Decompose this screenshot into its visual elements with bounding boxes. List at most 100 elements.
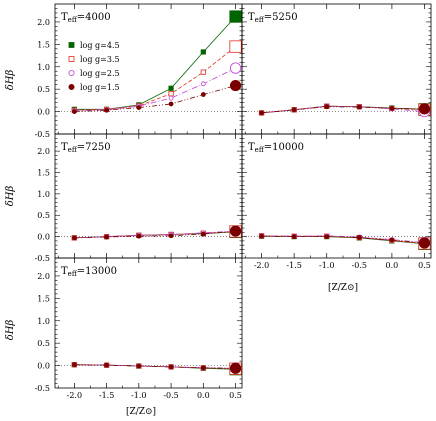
data-point-logg15 [418, 237, 431, 249]
data-point-logg15 [229, 362, 242, 374]
series-logg15 [71, 362, 242, 374]
data-point-logg15 [200, 365, 206, 371]
data-point-logg15 [229, 225, 242, 237]
y-tick-label: 0.5 [37, 339, 50, 348]
x-tick-label: -0.5 [352, 261, 367, 270]
panel-frame [54, 257, 243, 389]
y-tick-label: 1.5 [37, 168, 50, 177]
y-axis-label-row1: δHβ [5, 70, 16, 91]
data-point-logg15 [259, 233, 264, 239]
data-point-logg15 [291, 107, 297, 113]
series-line-logg15 [74, 230, 236, 239]
y-tick-label: 2.0 [37, 272, 50, 281]
data-point-logg25 [229, 62, 242, 74]
x-tick-label: -1.0 [131, 391, 146, 400]
x-axis-label-left: [Z/Z⊙] [126, 407, 156, 417]
series-logg35 [71, 362, 242, 375]
data-point-logg15 [356, 235, 362, 240]
data-point-logg15 [71, 235, 77, 241]
data-point-logg15 [389, 106, 395, 111]
panel-teff-10000: -2.0 -1.5 -1.0 -0.5 0.0 0.5 Teff=10000 [241, 133, 432, 270]
x-tick-label: 0.0 [197, 391, 210, 400]
x-tick-label: 0.0 [386, 261, 399, 270]
y-tick-label: 1.0 [37, 63, 50, 72]
legend-marker-logg15 [68, 84, 75, 91]
panel-frame [241, 3, 432, 135]
y-tick-label: -0.5 [35, 384, 50, 393]
legend-marker-logg35 [68, 56, 75, 62]
data-point-logg35 [229, 40, 242, 53]
panel-title: Teff=5250 [248, 12, 298, 24]
series-logg25 [259, 233, 431, 249]
x-tick-label: -1.5 [99, 391, 114, 400]
series-logg15 [71, 225, 242, 241]
data-point-logg15 [104, 107, 109, 113]
series-line-logg35 [74, 46, 236, 111]
x-tick-label: -2.0 [254, 261, 269, 270]
y-tick-label: 1.5 [37, 40, 50, 49]
legend-label-logg25: log g=2.5 [80, 69, 120, 78]
series-line-logg25 [74, 67, 236, 112]
panel-teff-7250: -0.5 0.0 0.5 1.0 1.5 2.0 Teff=7250 [35, 133, 243, 263]
y-tick-label: 0.5 [37, 85, 50, 94]
data-point-logg45 [200, 49, 206, 55]
data-point-logg25 [200, 81, 206, 87]
y-tick-label: 0.0 [37, 108, 50, 117]
data-point-logg15 [71, 109, 77, 114]
panel-title: Teff=4000 [61, 12, 111, 24]
data-point-logg15 [200, 231, 206, 237]
x-tick-label: 0.5 [418, 261, 431, 270]
data-point-logg15 [168, 364, 174, 370]
panel-title: Teff=13000 [61, 266, 117, 278]
legend-label-logg35: log g=3.5 [80, 55, 120, 64]
data-point-logg15 [418, 103, 431, 115]
y-tick-label: 0.0 [37, 233, 50, 242]
y-tick-label: 1.0 [37, 190, 50, 199]
data-point-logg15 [324, 104, 330, 110]
series-logg15 [259, 103, 431, 116]
y-tick-label: 1.0 [37, 317, 50, 326]
y-tick-label: -0.5 [35, 254, 50, 263]
legend-label-logg15: log g=1.5 [80, 83, 120, 92]
y-tick-label: 0.0 [37, 362, 50, 371]
data-point-logg15 [168, 101, 174, 107]
data-point-logg15 [291, 234, 297, 240]
panel-teff-5250: Teff=5250 [241, 3, 432, 135]
series-logg45 [71, 225, 242, 241]
data-point-logg15 [324, 234, 330, 240]
series-line-logg15 [74, 85, 236, 112]
panel-teff-4000: -0.5 0.0 0.5 1.0 1.5 2.0 Teff=4000 [35, 3, 243, 139]
data-point-logg15 [168, 233, 174, 239]
series-line-logg15 [261, 235, 425, 244]
y-axis-label-row2: δHβ [5, 186, 16, 207]
data-point-logg25 [168, 95, 174, 101]
x-tick-label: -2.0 [67, 391, 82, 400]
panel-teff-13000: -0.5 0.0 0.5 1.0 1.5 2.0 -2.0 -1.5 -1.0 -0.5 0.0 0.… [35, 257, 243, 400]
data-point-logg15 [229, 79, 242, 92]
panel-title: Teff=7250 [61, 142, 111, 154]
y-tick-label: 0.5 [37, 211, 50, 220]
series-logg45 [71, 362, 242, 376]
series-logg35 [71, 225, 242, 241]
x-axis-label-right: [Z/Z⊙] [328, 283, 358, 293]
data-point-logg35 [168, 91, 174, 97]
panels: -0.5 0.0 0.5 1.0 1.5 2.0 Teff=4000 Teff=5250 -0.… [35, 3, 432, 400]
series-logg15 [71, 79, 242, 114]
legend: log g=4.5 log g=3.5 log g=2.5 log g=1.5 [80, 41, 120, 92]
data-point-logg15 [104, 234, 109, 240]
series-line-logg15 [74, 364, 236, 369]
x-tick-label: -1.5 [286, 261, 301, 270]
data-point-logg35 [200, 69, 206, 75]
data-point-logg15 [356, 104, 362, 110]
y-tick-label: 2.0 [37, 18, 50, 27]
data-point-logg45 [168, 85, 174, 91]
legend-label-logg45: log g=4.5 [80, 41, 120, 50]
y-tick-label: 2.0 [37, 147, 50, 156]
legend-marker-logg25 [68, 70, 75, 77]
legend-marker-logg45 [68, 42, 75, 48]
y-axis-label-row3: δHβ [5, 320, 16, 341]
data-point-logg15 [259, 110, 264, 116]
series-line-logg15 [261, 106, 425, 114]
data-point-logg15 [71, 362, 77, 368]
